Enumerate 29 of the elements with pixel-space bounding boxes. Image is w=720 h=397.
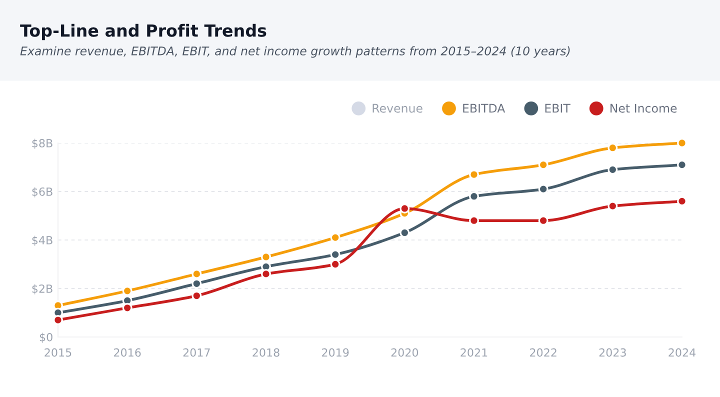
legend-label: EBIT: [545, 104, 570, 113]
x-tick-label: 2015: [44, 348, 72, 357]
point: [53, 315, 63, 326]
point: [330, 259, 340, 270]
legend-label: Revenue: [372, 104, 422, 113]
x-tick-label: 2023: [599, 348, 626, 357]
y-tick-label: $6B: [32, 187, 52, 198]
point: [122, 302, 132, 313]
x-tick-label: 2017: [183, 348, 210, 357]
x-tick-label: 2019: [322, 348, 349, 357]
x-tick-label: 2016: [114, 348, 141, 357]
chart-title: Top-Line and Profit Trends: [20, 24, 266, 40]
y-tick-label: $2B: [32, 284, 52, 294]
point: [469, 191, 479, 202]
x-tick-label: 2024: [668, 348, 696, 357]
legend-label: EBITDA: [463, 104, 506, 113]
y-tick-label: $4B: [32, 236, 52, 246]
point: [261, 268, 271, 279]
x-tick-label: 2021: [460, 348, 488, 357]
x-tick-label: 2018: [252, 348, 280, 357]
point: [608, 142, 618, 153]
point: [677, 138, 687, 148]
y-tick-label: $0: [40, 332, 52, 343]
x-tick-label: 2022: [530, 348, 556, 357]
legend-label: Net Income: [610, 104, 677, 113]
x-tick-label: 2020: [391, 348, 418, 357]
y-tick-label: $8B: [32, 138, 52, 149]
chart-subtitle: Examine revenue, EBITDA, EBIT, and net income growth patterns from 2015–2024 (10 years): [20, 46, 570, 58]
point: [192, 278, 202, 289]
